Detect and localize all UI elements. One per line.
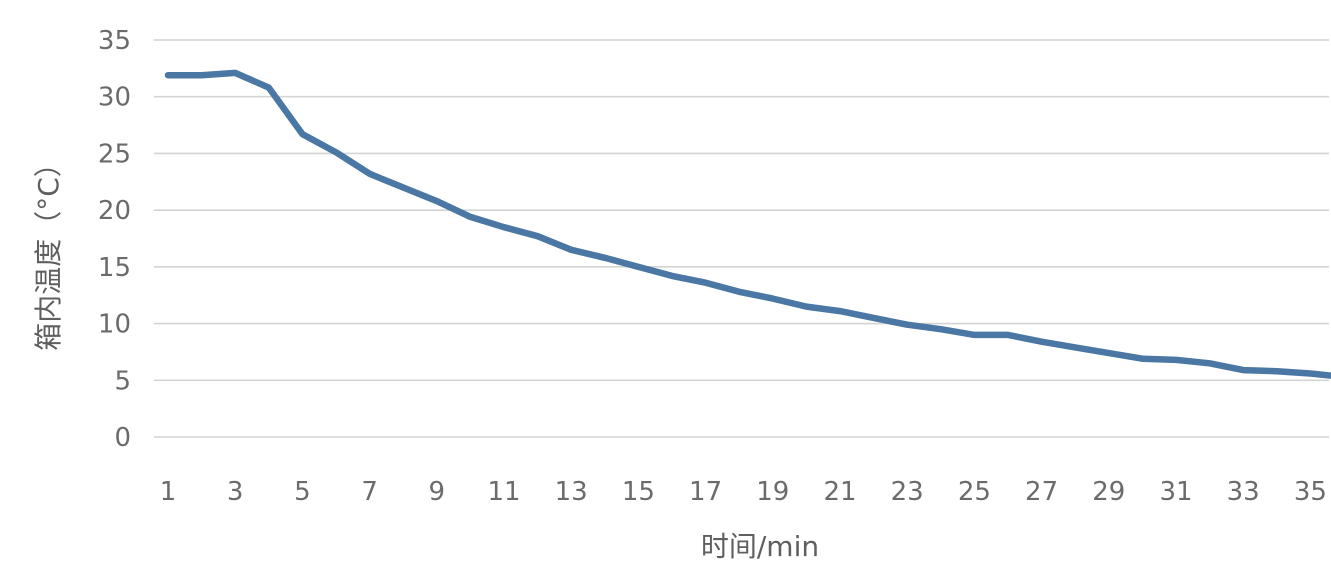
y-tick-label: 15	[98, 253, 131, 283]
x-tick-label: 29	[1092, 477, 1125, 507]
y-tick-label: 30	[98, 83, 131, 113]
x-tick-label: 25	[958, 477, 991, 507]
x-tick-label: 23	[891, 477, 924, 507]
x-axis-ticks: 1 3 5 7 9 11 13 15 17 19 21 23 25 27 29 31 33 35	[160, 477, 1327, 507]
x-tick-label: 27	[1025, 477, 1058, 507]
x-axis-title: 时间/min	[701, 530, 819, 563]
x-tick-label: 3	[227, 477, 244, 507]
x-tick-label: 11	[487, 477, 520, 507]
y-tick-label: 20	[98, 196, 131, 226]
y-tick-label: 5	[114, 366, 131, 396]
x-tick-label: 33	[1227, 477, 1260, 507]
x-tick-label: 7	[361, 477, 378, 507]
x-tick-label: 17	[689, 477, 722, 507]
x-tick-label: 13	[555, 477, 588, 507]
x-tick-label: 19	[756, 477, 789, 507]
series-line-0	[164, 69, 1331, 379]
y-tick-label: 0	[114, 423, 131, 453]
x-tick-label: 31	[1159, 477, 1192, 507]
x-tick-label: 35	[1294, 477, 1327, 507]
y-tick-label: 35	[98, 26, 131, 56]
y-tick-label: 25	[98, 139, 131, 169]
x-tick-label: 5	[294, 477, 311, 507]
x-tick-label: 1	[160, 477, 177, 507]
x-tick-label: 15	[622, 477, 655, 507]
x-tick-label: 21	[823, 477, 856, 507]
series-layer	[164, 69, 1331, 379]
x-tick-label: 9	[429, 477, 446, 507]
y-tick-label: 10	[98, 310, 131, 340]
y-axis-title: 箱内温度（°C）	[32, 149, 65, 351]
y-axis-ticks: 0 5 10 15 20 25 30 35	[98, 26, 131, 453]
grid-lines	[154, 39, 1329, 438]
